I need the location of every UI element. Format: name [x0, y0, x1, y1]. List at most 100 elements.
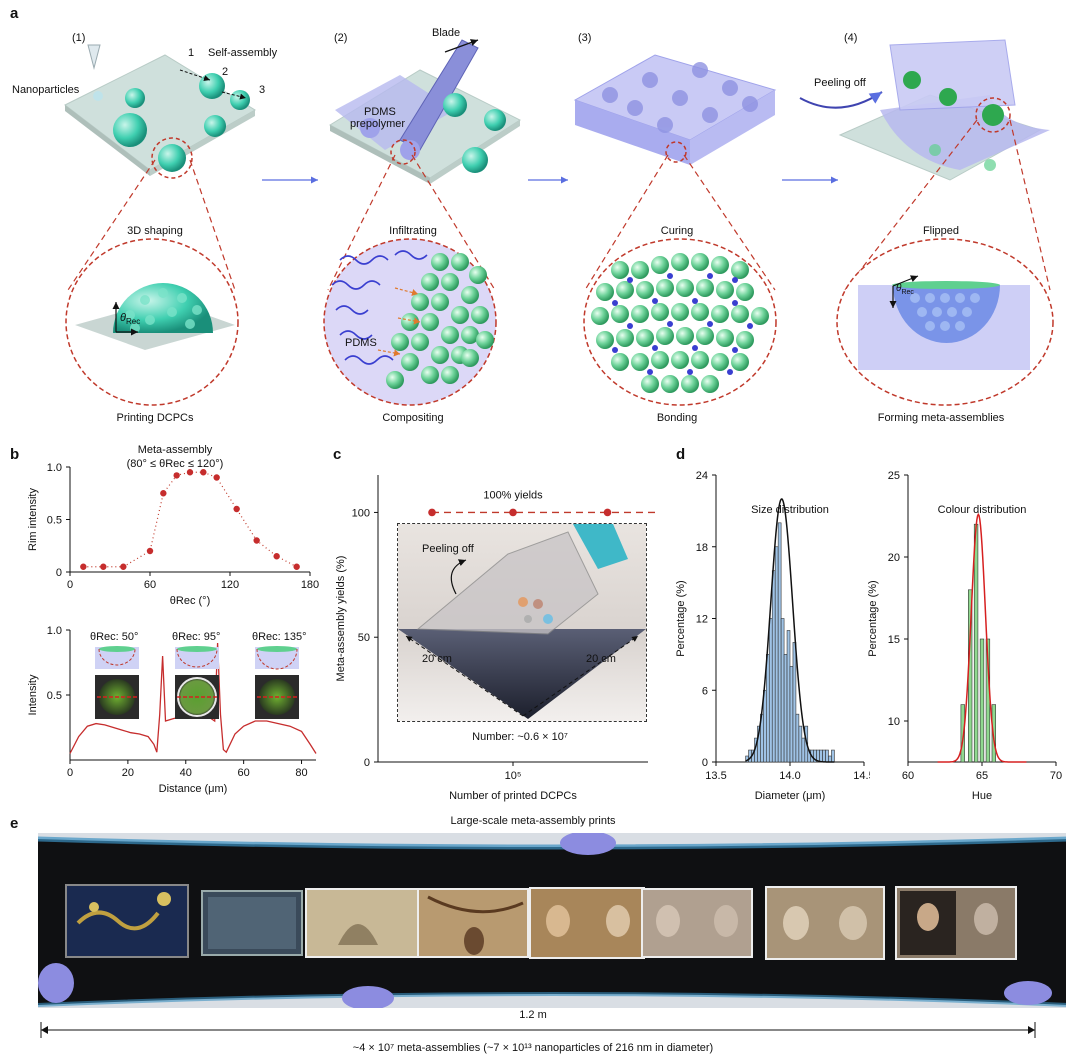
- data-point: [253, 537, 260, 544]
- theta-rec-label-1: θRec: [120, 312, 141, 327]
- data-point: [200, 469, 207, 476]
- caption-printing-dcpcs: Printing DCPCs: [116, 412, 194, 424]
- caption-bonding: Bonding: [656, 412, 698, 424]
- rim-intensity-chart: 0 60 120 180 0 0.5 1.0 θRec (°) Rim intensity: [27, 462, 319, 607]
- glove-icon: [1004, 981, 1052, 1005]
- caption-forming-meta-assemblies: Forming meta-assemblies: [877, 412, 1005, 424]
- caption-compositing: Compositing: [382, 412, 444, 424]
- data-point: [603, 508, 612, 517]
- step3-curing: [573, 54, 777, 165]
- y-axis-label: Meta-assembly yields (%): [335, 556, 347, 682]
- x-tick-label: 60: [902, 770, 914, 782]
- y-tick-label: 10: [888, 716, 900, 728]
- x-tick-label: 14.0: [779, 770, 800, 782]
- inset-peeling-off: Peeling off: [422, 543, 474, 555]
- histogram-bar: [825, 749, 829, 763]
- step1-number: (1): [72, 32, 86, 44]
- label-nanoparticles: Nanoparticles: [12, 84, 80, 96]
- y-tick-label: 1.0: [47, 625, 62, 637]
- inset-number: Number: ~0.6 × 10⁷: [472, 731, 568, 743]
- data-point: [120, 563, 127, 570]
- x-tick-label: 14.5: [853, 770, 870, 782]
- print-curie-einstein: [765, 886, 885, 960]
- histogram-bar: [789, 666, 794, 763]
- step4-number: (4): [844, 32, 858, 44]
- histogram-bar: [831, 749, 835, 763]
- x-tick-label: 13.5: [705, 770, 726, 782]
- x-axis-label: Hue: [972, 790, 992, 802]
- inset-label-135: θRec: 135°: [252, 631, 307, 643]
- y-tick-label: 0.5: [47, 690, 62, 702]
- y-tick-label: 20: [888, 552, 900, 564]
- data-point: [509, 508, 517, 517]
- y-tick-label: 15: [888, 634, 900, 646]
- x-tick-label: 0: [67, 767, 73, 779]
- histogram-bar: [822, 749, 826, 763]
- gaussian-fit: [937, 512, 1027, 763]
- step2-number: (2): [334, 32, 348, 44]
- panel-a-letter: a: [10, 5, 19, 22]
- print-mona-lisa-pearl: [529, 887, 645, 959]
- scale-bar: [40, 1022, 1036, 1038]
- y-tick-label: 18: [696, 542, 708, 554]
- y-tick-label: 0.5: [47, 515, 62, 527]
- colour-distribution-chart: 60 65 70 10 15 20 25 Colour distribution Hue Perc…: [867, 470, 1062, 802]
- histogram-bar: [763, 689, 767, 763]
- zoom-meta-assemblies: [836, 238, 1054, 406]
- x-axis-label: Distance (μm): [159, 783, 228, 795]
- step2-infiltration: [328, 39, 522, 184]
- label-step-2: 2: [222, 66, 229, 78]
- histogram-bar: [801, 737, 806, 763]
- data-point: [293, 563, 300, 570]
- histogram-bar: [828, 755, 832, 763]
- x-tick-label: 60: [238, 767, 250, 779]
- x-tick-label: 10⁵: [505, 770, 522, 782]
- x-axis-label: Number of printed DCPCs: [449, 790, 577, 802]
- data-point: [233, 505, 240, 513]
- data-point: [160, 490, 167, 497]
- peeling-photo: [398, 524, 646, 721]
- print-seascape: [201, 890, 303, 956]
- zoom-bonding: [583, 238, 777, 406]
- step4-peeling: [799, 39, 1050, 181]
- print-the-scream: [417, 888, 529, 958]
- label-pdms-prepolymer-1: PDMS: [364, 106, 396, 118]
- histogram-bar: [792, 642, 797, 763]
- inset-dim-right: 20 cm: [586, 653, 616, 665]
- y-tick-label: 6: [702, 685, 708, 697]
- y-tick-label: 0: [364, 757, 370, 769]
- meta-assembly-prints-photo: [38, 833, 1066, 1008]
- x-tick-label: 70: [1050, 770, 1062, 782]
- stage-3d-shaping: 3D shaping: [127, 225, 183, 237]
- gaussian-fit: [745, 498, 835, 763]
- inset-label-50: θRec: 50°: [90, 631, 139, 643]
- data-point: [273, 553, 280, 560]
- inset-label-95: θRec: 95°: [172, 631, 221, 643]
- x-tick-label: 0: [67, 579, 73, 591]
- stage-infiltrating: Infiltrating: [389, 225, 437, 237]
- print-starry-night: [65, 884, 189, 958]
- data-point: [80, 563, 87, 570]
- data-point: [173, 472, 180, 479]
- y-tick-label: 0: [56, 567, 62, 579]
- yield-annotation: 100% yields: [483, 489, 543, 501]
- histogram-bar: [979, 638, 985, 763]
- y-axis-label: Rim intensity: [27, 488, 39, 551]
- histogram-bar: [771, 570, 776, 763]
- label-peeling-off: Peeling off: [814, 77, 866, 89]
- glove-icon: [560, 833, 616, 855]
- panel-d-letter: d: [676, 446, 686, 463]
- zoom-printing: [65, 238, 239, 406]
- histogram-bar: [960, 704, 965, 763]
- histogram-bar: [795, 713, 800, 763]
- x-tick-label: 120: [221, 579, 239, 591]
- y-tick-label: 50: [358, 632, 370, 644]
- stage-curing: Curing: [660, 225, 694, 237]
- histogram-bar: [780, 618, 785, 763]
- histogram-bar: [819, 749, 823, 763]
- x-tick-label: 40: [180, 767, 192, 779]
- chart-title: Colour distribution: [938, 504, 1027, 516]
- panel-e-letter: e: [10, 815, 19, 832]
- panel-e-title: Large-scale meta-assembly prints: [450, 815, 616, 827]
